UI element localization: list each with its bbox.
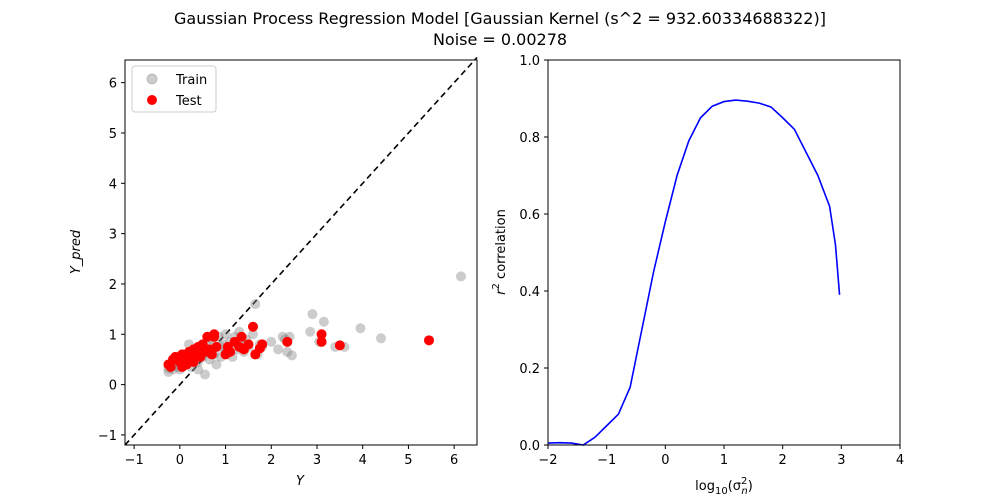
test-point <box>165 361 176 372</box>
right-y-tick-label: 0.0 <box>519 439 540 454</box>
test-point <box>188 356 199 367</box>
right-x-tick-label: −2 <box>538 453 557 468</box>
left-scatter-plot: −1 0 1 2 3 4 5 6 −1 0 1 2 3 4 5 6 Y Y_pred Train Test <box>69 56 478 489</box>
train-point <box>220 329 231 340</box>
test-point <box>316 329 327 340</box>
left-scatter-points <box>124 56 478 446</box>
right-x-tick-label: 0 <box>661 453 669 468</box>
test-point <box>225 346 236 357</box>
test-point <box>248 321 258 332</box>
right-y-tick-label: 0.8 <box>519 131 540 146</box>
left-y-tick-label: 2 <box>109 278 117 293</box>
left-y-tick-label: 6 <box>109 77 117 92</box>
test-point <box>243 339 254 350</box>
left-x-tick-label: 0 <box>176 453 184 468</box>
test-point <box>197 339 208 350</box>
left-y-tick-label: 5 <box>109 127 117 142</box>
right-y-tick-label: 0.6 <box>519 208 540 223</box>
figure-title-line-1: Gaussian Process Regression Model [Gauss… <box>174 9 826 28</box>
train-point <box>248 329 258 340</box>
train-point <box>286 350 297 361</box>
test-point <box>257 339 268 350</box>
train-point <box>250 299 261 310</box>
figure-title-line-2: Noise = 0.00278 <box>433 30 567 49</box>
right-x-tick-label: 2 <box>779 453 787 468</box>
right-x-tick-label: −1 <box>597 453 616 468</box>
train-point <box>273 344 284 355</box>
test-point <box>236 331 247 342</box>
right-y-axis-label: r2 correlation <box>491 209 509 295</box>
test-point <box>282 336 293 347</box>
train-point <box>193 364 204 375</box>
train-point <box>305 326 316 337</box>
train-point <box>282 346 293 357</box>
right-axis-ticks: −2 −1 0 1 2 3 4 0.0 0.2 0.4 0.6 0.8 1.0 <box>519 54 904 468</box>
train-point <box>211 359 222 370</box>
right-line-plot: −2 −1 0 1 2 3 4 0.0 0.2 0.4 0.6 0.8 1.0 log10(σ2 n) r… <box>491 54 904 497</box>
test-point <box>211 341 222 352</box>
left-y-tick-label: 1 <box>109 328 117 343</box>
right-x-axis-label: log10(σ2 n) <box>695 476 753 497</box>
left-plot-frame <box>124 59 478 446</box>
train-point <box>200 369 210 380</box>
left-x-tick-label: 3 <box>313 453 321 468</box>
left-x-tick-label: 1 <box>221 453 229 468</box>
left-y-tick-label: 0 <box>109 379 117 394</box>
right-y-tick-label: 0.2 <box>519 362 540 377</box>
identity-dashed-line <box>124 56 478 446</box>
train-point <box>266 336 277 347</box>
right-y-tick-label: 1.0 <box>519 54 540 69</box>
test-point <box>316 336 327 347</box>
train-point <box>355 323 366 334</box>
test-point <box>424 335 434 346</box>
train-point <box>318 316 329 327</box>
train-point <box>307 309 318 320</box>
right-plot-frame <box>547 59 901 446</box>
right-x-tick-label: 4 <box>896 453 904 468</box>
right-x-tick-label: 1 <box>720 453 728 468</box>
right-x-tick-label: 3 <box>837 453 845 468</box>
test-point <box>334 340 345 351</box>
train-point <box>376 333 386 344</box>
left-x-tick-label: −1 <box>125 453 144 468</box>
train-point <box>456 271 466 282</box>
r2-curve <box>547 99 841 446</box>
left-y-tick-label: −1 <box>98 429 117 444</box>
left-x-tick-label: 6 <box>450 453 458 468</box>
left-y-tick-label: 4 <box>109 177 117 192</box>
left-x-tick-label: 5 <box>404 453 412 468</box>
left-y-axis-label: Y_pred <box>69 229 84 274</box>
left-axis-ticks: −1 0 1 2 3 4 5 6 −1 0 1 2 3 4 5 6 <box>98 77 458 468</box>
legend-test-label: Test <box>175 94 202 109</box>
left-x-axis-label: Y <box>296 474 305 489</box>
legend-train-label: Train <box>175 73 207 88</box>
test-point <box>209 329 220 340</box>
legend-test-marker <box>147 95 157 105</box>
right-y-tick-label: 0.4 <box>519 285 540 300</box>
left-y-tick-label: 3 <box>109 228 117 243</box>
left-x-tick-label: 2 <box>267 453 275 468</box>
legend: Train Test <box>131 65 217 113</box>
test-point <box>206 349 217 360</box>
legend-train-marker <box>146 73 158 85</box>
left-x-tick-label: 4 <box>359 453 367 468</box>
right-plot-area <box>547 99 841 446</box>
